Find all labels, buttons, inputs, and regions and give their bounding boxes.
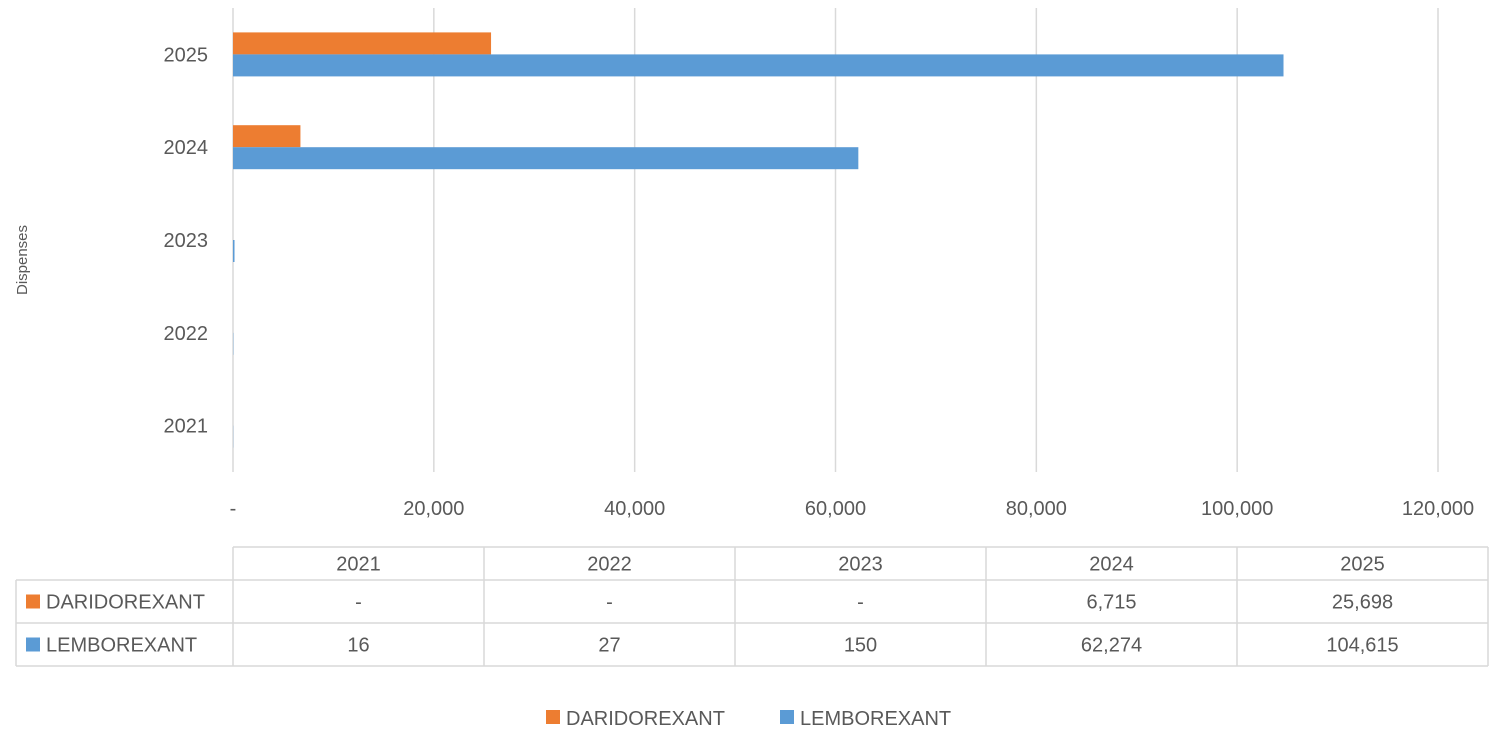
table-cell-daridorexant-2025: 25,698 bbox=[1332, 592, 1393, 614]
legend-label-lemborexant: LEMBOREXANT bbox=[800, 708, 951, 730]
table-cell-lemborexant-2022: 27 bbox=[598, 635, 620, 657]
gridlines bbox=[232, 8, 1439, 472]
table-cell-lemborexant-2024: 62,274 bbox=[1081, 635, 1142, 657]
legend-swatch-lemborexant bbox=[780, 710, 794, 724]
x-tick-label-3: 60,000 bbox=[805, 498, 866, 520]
table-cell-daridorexant-2024: 6,715 bbox=[1086, 592, 1136, 614]
data-table: 2021 2022 2023 2024 2025 DARIDOREXANT - - - 6,715… bbox=[15, 546, 1489, 667]
table-cell-lemborexant-2023: 150 bbox=[844, 635, 877, 657]
table-header-2021: 2021 bbox=[336, 554, 381, 576]
x-tick-label-2: 40,000 bbox=[604, 498, 665, 520]
table-cell-lemborexant-2025: 104,615 bbox=[1326, 635, 1398, 657]
table-cell-lemborexant-2021: 16 bbox=[347, 635, 369, 657]
bar-lemborexant-2024 bbox=[233, 147, 859, 170]
x-tick-label-1: 20,000 bbox=[403, 498, 464, 520]
table-cell-daridorexant-2023: - bbox=[857, 592, 864, 614]
x-tick-label-4: 80,000 bbox=[1006, 498, 1067, 520]
y-axis-title: Dispenses bbox=[14, 225, 31, 295]
table-row-label-daridorexant: DARIDOREXANT bbox=[46, 592, 205, 614]
bar-lemborexant-2023 bbox=[233, 240, 235, 262]
legend-label-daridorexant: DARIDOREXANT bbox=[566, 708, 725, 730]
x-tick-label-0: - bbox=[230, 498, 237, 520]
table-cell-daridorexant-2022: - bbox=[606, 592, 613, 614]
bars bbox=[233, 32, 1284, 448]
table-header-2025: 2025 bbox=[1340, 554, 1385, 576]
y-tick-label-2022: 2022 bbox=[164, 323, 209, 345]
bar-daridorexant-2024 bbox=[233, 125, 301, 148]
bar-lemborexant-2025 bbox=[233, 54, 1284, 77]
y-tick-label-2025: 2025 bbox=[164, 44, 209, 66]
legend-swatch-daridorexant bbox=[546, 710, 560, 724]
y-tick-label-2023: 2023 bbox=[164, 230, 209, 252]
bar-daridorexant-2025 bbox=[233, 32, 492, 55]
table-key-daridorexant bbox=[26, 594, 40, 609]
x-axis-tick-labels: - 20,000 40,000 60,000 80,000 100,000 120,000 bbox=[230, 498, 1474, 520]
table-row-label-lemborexant: LEMBOREXANT bbox=[46, 635, 197, 657]
y-tick-label-2024: 2024 bbox=[164, 137, 209, 159]
x-tick-label-5: 100,000 bbox=[1201, 498, 1273, 520]
x-tick-label-6: 120,000 bbox=[1402, 498, 1474, 520]
table-header-2024: 2024 bbox=[1089, 554, 1134, 576]
table-key-lemborexant bbox=[26, 637, 40, 652]
legend: DARIDOREXANT LEMBOREXANT bbox=[546, 708, 951, 730]
y-axis-tick-labels: 2021 2022 2023 2024 2025 bbox=[164, 44, 209, 437]
table-header-2023: 2023 bbox=[838, 554, 883, 576]
table-header-2022: 2022 bbox=[587, 554, 632, 576]
table-cell-daridorexant-2021: - bbox=[355, 592, 362, 614]
y-tick-label-2021: 2021 bbox=[164, 416, 209, 438]
